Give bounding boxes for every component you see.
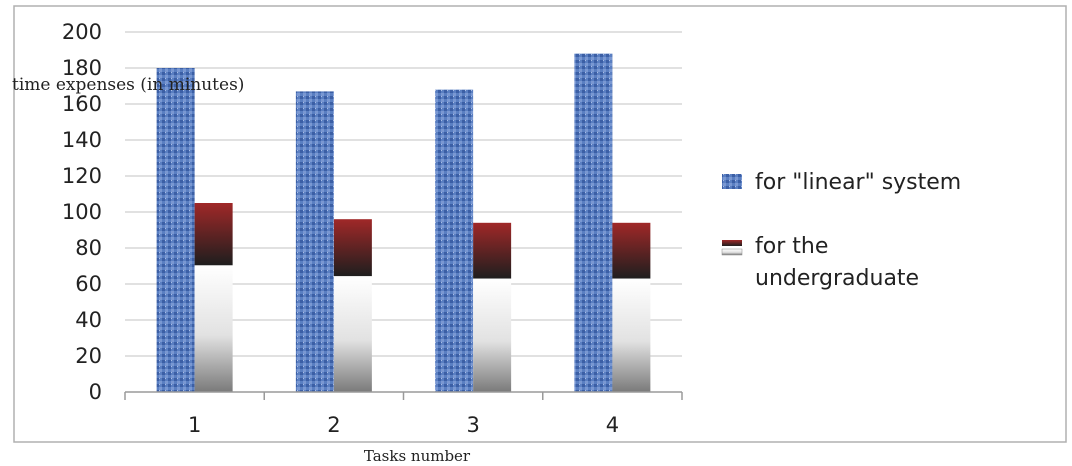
x-tick-label: 4 <box>606 413 619 437</box>
bar-linear-1 <box>156 68 195 392</box>
y-tick-label: 200 <box>62 20 102 44</box>
legend-label-linear: for "linear" system <box>755 170 961 195</box>
y-tick-label: 120 <box>62 164 102 188</box>
x-axis-label: Tasks number <box>364 447 471 465</box>
legend-swatch-undergraduate-bottom <box>721 248 743 256</box>
bar-undergraduate-lower-1 <box>194 265 233 392</box>
legend-label-undergraduate-line2: undergraduate <box>755 266 919 291</box>
legend-swatch-undergraduate-top <box>722 240 742 246</box>
bar-undergraduate-4 <box>612 222 651 279</box>
y-axis-label: time expenses (in minutes) <box>12 75 244 95</box>
legend-swatch-linear <box>722 174 742 189</box>
bar-undergraduate-lower-3 <box>473 278 512 392</box>
bar-undergraduate-3 <box>473 222 512 279</box>
bar-linear-4 <box>574 53 613 392</box>
y-tick-labels: 0 20 40 60 80 100 120 140 160 180 200 <box>62 20 102 404</box>
y-tick-label: 80 <box>75 236 102 260</box>
bar-undergraduate-2 <box>333 219 372 277</box>
x-tick-label: 1 <box>188 413 201 437</box>
y-tick-label: 60 <box>75 272 102 296</box>
legend: for "linear" system for the undergraduat… <box>721 170 961 291</box>
y-tick-label: 140 <box>62 128 102 152</box>
y-tick-label: 100 <box>62 200 102 224</box>
y-tick-label: 20 <box>75 344 102 368</box>
bar-linear-3 <box>435 89 474 392</box>
bars <box>156 53 651 393</box>
bar-undergraduate-1 <box>194 203 233 266</box>
bar-undergraduate-lower-2 <box>333 276 372 392</box>
bar-linear-2 <box>295 91 334 393</box>
y-tick-label: 160 <box>62 92 102 116</box>
y-tick-label: 40 <box>75 308 102 332</box>
legend-label-undergraduate-line1: for the <box>755 234 828 259</box>
y-tick-label: 180 <box>62 56 102 80</box>
chart-frame <box>13 5 1067 443</box>
legend-item-undergraduate: for the undergraduate <box>721 234 919 291</box>
bar-undergraduate-lower-4 <box>612 278 651 392</box>
x-axis: 1 2 3 4 <box>124 391 683 437</box>
x-tick-label: 2 <box>327 413 340 437</box>
x-tick-label: 3 <box>466 413 479 437</box>
legend-item-linear: for "linear" system <box>722 170 961 195</box>
y-tick-label: 0 <box>89 380 102 404</box>
